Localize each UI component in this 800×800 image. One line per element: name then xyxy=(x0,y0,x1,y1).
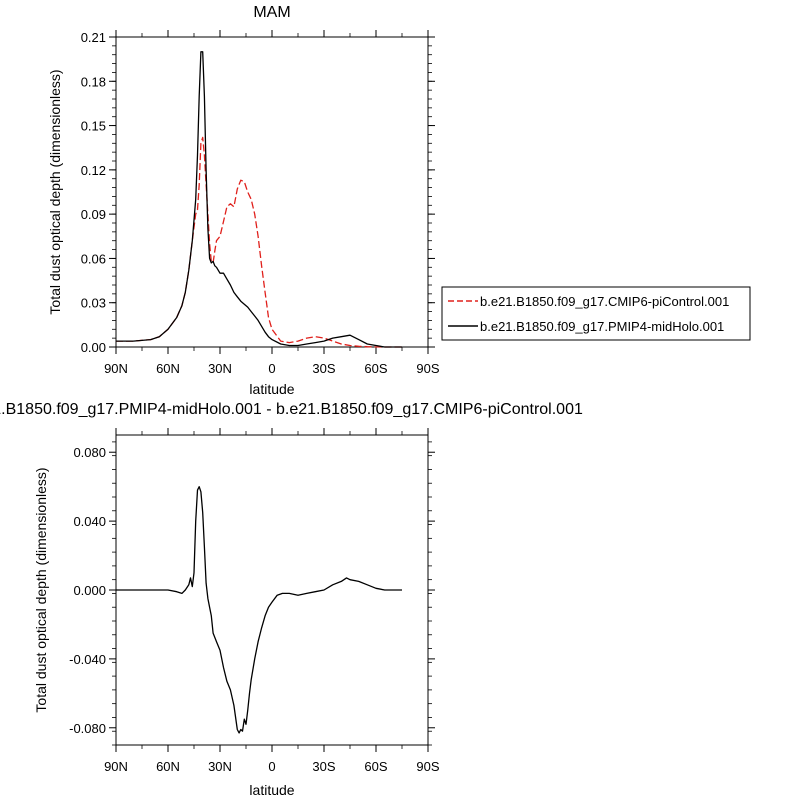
x-axis-label: latitude xyxy=(249,381,294,397)
x-tick-label: 90N xyxy=(104,361,128,376)
y-tick-label: 0.00 xyxy=(81,340,106,355)
y-axis-label: Total dust optical depth (dimensionless) xyxy=(33,467,49,712)
series-lines xyxy=(116,51,402,348)
series-lines xyxy=(116,486,402,734)
y-tick-label: 0.040 xyxy=(73,514,106,529)
series-line-0 xyxy=(116,486,402,734)
chart-title: MAM xyxy=(253,4,290,21)
y-tick-label: 0.09 xyxy=(81,207,106,222)
x-tick-label: 60N xyxy=(156,361,180,376)
y-tick-label: 0.18 xyxy=(81,74,106,89)
y-tick-label: 0.000 xyxy=(73,583,106,598)
y-tick-label: 0.080 xyxy=(73,445,106,460)
legend-entry-midholo: b.e21.B1850.f09_g17.PMIP4-midHolo.001 xyxy=(480,319,724,334)
axis-ticks: 90N 60N 30N 0 30S 60S 90S -0.080 -0.040 0.000 0.04… xyxy=(69,428,440,774)
x-tick-label: 90N xyxy=(104,759,128,774)
y-tick-label: 0.03 xyxy=(81,296,106,311)
x-tick-label: 30S xyxy=(312,759,335,774)
y-tick-label: 0.06 xyxy=(81,251,106,266)
x-tick-label: 0 xyxy=(268,759,275,774)
y-tick-label: -0.040 xyxy=(69,652,106,667)
x-tick-label: 30S xyxy=(312,361,335,376)
x-axis-label: latitude xyxy=(249,782,294,798)
y-tick-label: -0.080 xyxy=(69,721,106,736)
difference-chart-title: b.e21.B1850.f09_g17.PMIP4-midHolo.001 - … xyxy=(0,401,583,418)
legend-entry-picontrol: b.e21.B1850.f09_g17.CMIP6-piControl.001 xyxy=(480,294,729,309)
x-tick-label: 90S xyxy=(416,759,439,774)
x-tick-label: 60S xyxy=(364,759,387,774)
legend: b.e21.B1850.f09_g17.CMIP6-piControl.001 … xyxy=(441,286,751,341)
legend-box xyxy=(441,286,751,341)
x-tick-label: 30N xyxy=(208,759,232,774)
y-tick-label: 0.12 xyxy=(81,163,106,178)
axis-ticks: 90N 60N 30N 0 30S 60S 90S 0.00 0.03 0.06 0.09 0.12 0… xyxy=(81,30,440,376)
x-tick-label: 60N xyxy=(156,759,180,774)
y-tick-label: 0.21 xyxy=(81,30,106,45)
y-tick-label: 0.15 xyxy=(81,119,106,134)
series-line-0 xyxy=(116,136,402,348)
x-tick-label: 30N xyxy=(208,361,232,376)
x-tick-label: 60S xyxy=(364,361,387,376)
panel-top: MAM 90N 60N 30N 0 30S 60S 90S 0.00 0.03 0.06 0.09 0… xyxy=(47,4,440,397)
x-tick-label: 0 xyxy=(268,361,275,376)
y-axis-label: Total dust optical depth (dimensionless) xyxy=(47,69,63,314)
plot-frame xyxy=(115,36,429,348)
series-line-1 xyxy=(116,51,402,348)
x-tick-label: 90S xyxy=(416,361,439,376)
panel-bottom: b.e21.B1850.f09_g17.PMIP4-midHolo.001 - … xyxy=(0,401,583,798)
